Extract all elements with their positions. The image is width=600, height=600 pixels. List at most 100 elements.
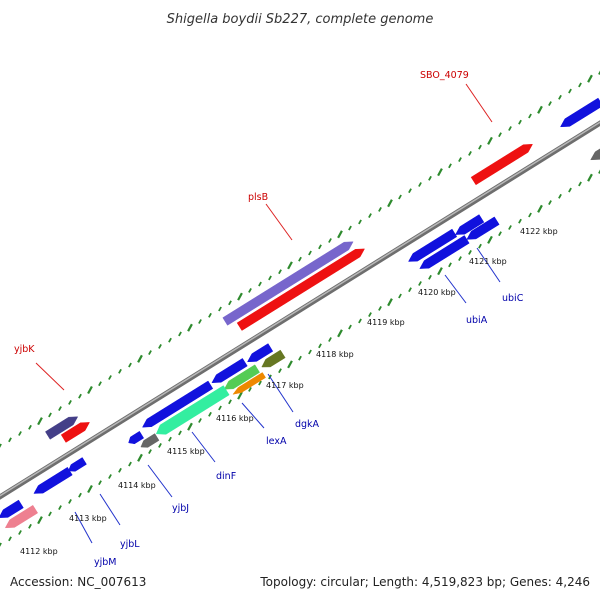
gene-label-ubiC: ubiC [502, 293, 524, 304]
kbp-label-4122: 4122 kbp [520, 227, 558, 236]
outer-tick [278, 269, 282, 275]
inner-tick [118, 467, 122, 473]
outer-tick [548, 101, 552, 107]
gene-label-yjbM: yjbM [94, 557, 117, 568]
leader-ubiC [476, 247, 501, 283]
gene-arrow-edge-gray [590, 148, 600, 161]
outer-tick [28, 424, 32, 430]
gene-arrow-lexA-green [223, 364, 260, 390]
kbp-label-4118: 4118 kbp [316, 350, 354, 359]
inner-tick [378, 305, 382, 311]
outer-tick [98, 381, 102, 387]
gene-arrow-ubi-upper [408, 228, 458, 262]
outer-tick [78, 393, 82, 399]
outer-tick [208, 312, 212, 318]
outer-tick [187, 323, 193, 332]
inner-tick [428, 274, 432, 280]
inner-tick [587, 173, 593, 182]
outer-tick [468, 150, 472, 156]
inner-tick [218, 405, 222, 411]
outer-tick [578, 82, 582, 88]
outer-tick [148, 350, 152, 356]
inner-tick [68, 498, 72, 504]
outer-tick [568, 88, 572, 94]
inner-tick [468, 249, 472, 255]
outer-tick [198, 319, 202, 324]
kbp-label-4117: 4117 kbp [266, 381, 304, 390]
inner-tick [558, 193, 562, 199]
inner-tick [37, 516, 43, 525]
genome-backbone [0, 120, 600, 500]
outer-tick [598, 70, 600, 75]
inner-tick [368, 312, 372, 318]
inner-tick [408, 287, 412, 293]
gene-label-lexA: lexA [266, 436, 287, 447]
inner-tick [387, 298, 393, 307]
gene-arrow-yjbK-red [60, 422, 90, 443]
outer-tick [108, 375, 112, 380]
leader-ubiA [444, 274, 467, 304]
outer-tick [68, 399, 72, 405]
gene-arrow-dinF [155, 385, 230, 435]
inner-tick [398, 293, 402, 299]
leader-plsB [265, 203, 293, 241]
outer-tick [487, 136, 493, 145]
outer-tick [587, 74, 593, 83]
kbp-label-4120: 4120 kbp [418, 288, 456, 297]
gene-arrow-yjbJ-small [128, 430, 145, 445]
inner-tick [78, 492, 82, 498]
leader-dgkA [267, 373, 294, 413]
kbp-label-4121: 4121 kbp [469, 257, 507, 266]
inner-tick [418, 281, 422, 286]
outer-tick [248, 287, 252, 293]
inner-tick-track [0, 169, 600, 547]
outer-tick [418, 182, 422, 187]
label-leaders [35, 83, 501, 544]
outer-tick [448, 163, 452, 169]
inner-tick [358, 318, 362, 324]
outer-tick [478, 144, 482, 150]
inner-tick [187, 422, 193, 431]
leader-yjbL [99, 493, 121, 526]
gene-arrow-yjbK-slate [45, 416, 79, 440]
inner-tick [148, 449, 152, 455]
leader-yjbJ [147, 464, 173, 498]
inner-tick [548, 200, 552, 206]
outer-tick [137, 354, 143, 363]
inner-tick [228, 399, 232, 405]
map-title: Shigella boydii Sb227, complete genome [167, 12, 434, 27]
outer-tick [508, 126, 512, 131]
outer-tick [387, 199, 393, 208]
outer-tick [437, 168, 443, 177]
inner-tick [237, 391, 243, 400]
kbp-label-4113: 4113 kbp [69, 514, 107, 523]
leader-yjbM [74, 511, 93, 544]
inner-tick [498, 231, 502, 237]
inner-tick [58, 505, 62, 511]
gene-arrow-left-pink [4, 504, 39, 529]
inner-tick [318, 343, 322, 349]
gene-arrow-yjbJ-long [142, 380, 214, 428]
kbp-label-4116: 4116 kbp [216, 414, 254, 423]
outer-tick [287, 261, 293, 270]
inner-tick [178, 430, 182, 436]
inner-tick [328, 337, 332, 342]
gene-labels: yjbK plsB SBO_4079 yjbM yjbL yjbJ dinF l… [14, 70, 524, 568]
inner-tick [298, 355, 302, 361]
inner-tick [308, 349, 312, 355]
gene-label-SBO_4079: SBO_4079 [420, 70, 469, 81]
outer-tick [498, 132, 502, 138]
gene-arrow-plsB-red [236, 248, 365, 331]
inner-tick [458, 256, 462, 262]
gene-arrow-plsB-purple [222, 241, 354, 326]
inner-tick [137, 453, 143, 462]
outer-tick [368, 213, 372, 219]
outer-tick [58, 406, 62, 412]
inner-tick [598, 169, 600, 174]
leader-lexA [241, 402, 265, 429]
gene-features [0, 97, 600, 529]
inner-tick [518, 218, 522, 224]
outer-tick [268, 275, 272, 281]
outer-tick [358, 219, 362, 225]
